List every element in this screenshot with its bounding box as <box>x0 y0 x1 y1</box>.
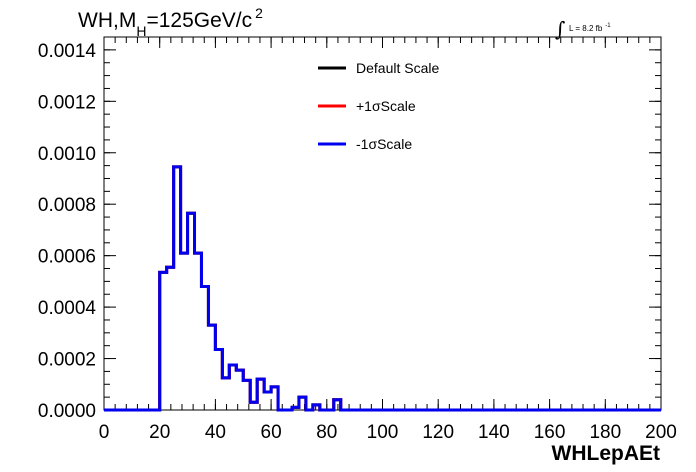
x-tick-label: 80 <box>316 422 337 443</box>
legend-label: -1σScale <box>356 136 412 152</box>
x-tick-label: 60 <box>261 422 282 443</box>
lumi-integral-sign: ∫ <box>555 17 565 41</box>
y-tick-label: 0.0014 <box>38 41 97 62</box>
legend: Default Scale +1σScale -1σScale <box>318 60 439 152</box>
chart-title-superscript: 2 <box>255 5 263 21</box>
lumi-superscript: -1 <box>605 23 611 29</box>
chart-title-subscript: H <box>136 23 146 39</box>
x-tick-label: 160 <box>534 422 566 443</box>
y-axis: 0.0000 0.0002 0.0004 0.0006 0.0008 0.0010 0.00… <box>38 36 661 422</box>
lumi-text: L = 8.2 fb <box>569 24 603 33</box>
x-tick-label: 180 <box>589 422 621 443</box>
legend-label: +1σScale <box>356 98 416 114</box>
x-tick-label: 140 <box>478 422 510 443</box>
x-tick-label: 100 <box>367 422 399 443</box>
x-tick-label: 120 <box>422 422 454 443</box>
series-layer <box>104 165 661 412</box>
chart-title-main: WH,M <box>78 9 136 32</box>
y-tick-label: 0.0010 <box>38 144 96 165</box>
y-tick-label: 0.0008 <box>38 195 96 216</box>
series-line-3 <box>104 165 661 412</box>
x-tick-label: 40 <box>205 422 226 443</box>
x-tick-label: 200 <box>645 422 677 443</box>
lumi-label: L = 8.2 fb -1 <box>569 23 611 33</box>
y-tick-label: 0.0004 <box>38 298 97 319</box>
x-tick-label: 0 <box>99 422 110 443</box>
x-axis-label: WHLepAEt <box>552 442 661 465</box>
y-tick-label: 0.0000 <box>38 401 96 422</box>
chart-title-suffix: =125GeV/c <box>146 9 252 32</box>
y-tick-label: 0.0012 <box>38 92 96 113</box>
legend-label: Default Scale <box>356 60 439 76</box>
y-tick-label: 0.0006 <box>38 247 96 268</box>
chart-title: WH,MH=125GeV/c 2 <box>78 5 263 39</box>
x-tick-label: 20 <box>149 422 170 443</box>
y-tick-label: 0.0002 <box>38 350 96 371</box>
